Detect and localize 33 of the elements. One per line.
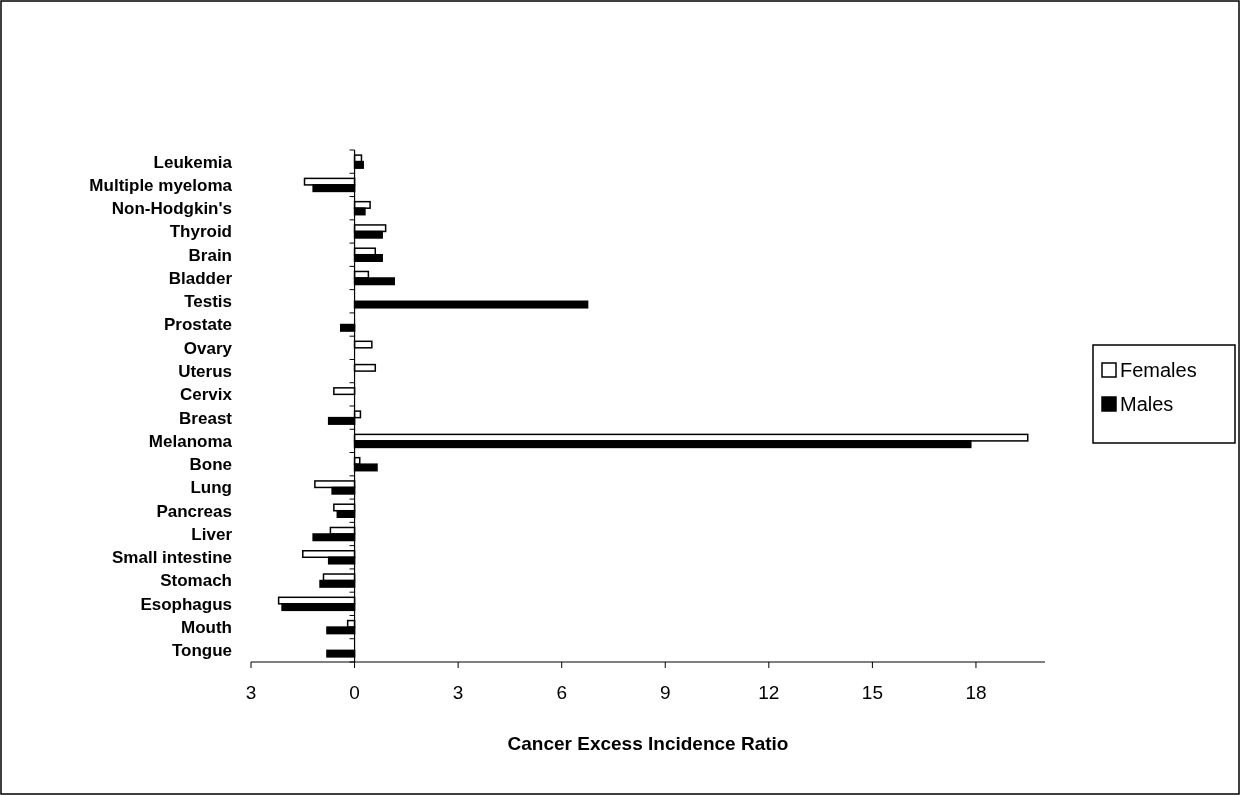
x-axis-title: Cancer Excess Incidence Ratio <box>507 733 789 754</box>
y-tick-label: Bone <box>189 455 232 475</box>
y-tick-label: Uterus <box>178 362 232 382</box>
y-tick-label: Testis <box>184 292 232 312</box>
y-tick-label: Tongue <box>171 641 232 661</box>
y-tick-label: Stomach <box>160 571 232 591</box>
y-tick-label: Leukemia <box>153 152 233 172</box>
y-tick-label: Prostate <box>163 315 232 335</box>
x-tick-label: 12 <box>758 682 780 703</box>
x-tick-label: 0 <box>349 682 360 703</box>
y-tick-label: Breast <box>179 408 233 428</box>
y-tick-label: Brain <box>188 245 232 265</box>
y-tick-label: Multiple myeloma <box>89 175 233 195</box>
y-tick-label: Small intestine <box>112 548 232 568</box>
y-tick-label: Melanoma <box>148 431 233 451</box>
x-tick-label: 6 <box>556 682 567 703</box>
y-tick-label: Lung <box>190 478 232 498</box>
y-tick-label: Mouth <box>181 618 232 638</box>
y-tick-label: Thyroid <box>169 222 232 242</box>
y-tick-label: Bladder <box>168 268 233 288</box>
y-tick-label: Ovary <box>183 338 233 358</box>
x-tick-label: 15 <box>861 682 883 703</box>
x-tick-label: 3 <box>245 682 257 703</box>
y-tick-label: Cervix <box>180 385 233 405</box>
y-tick-label: Pancreas <box>156 501 232 521</box>
legend-label: Females <box>1120 359 1197 381</box>
y-tick-label: Non-Hodgkin's <box>111 199 232 219</box>
y-tick-label: Liver <box>191 524 233 544</box>
x-tick-label: 9 <box>659 682 671 703</box>
x-tick-label: 3 <box>452 682 464 703</box>
x-tick-label: 18 <box>965 682 987 703</box>
legend-label: Males <box>1120 393 1174 415</box>
y-tick-label: Esophagus <box>140 594 232 614</box>
